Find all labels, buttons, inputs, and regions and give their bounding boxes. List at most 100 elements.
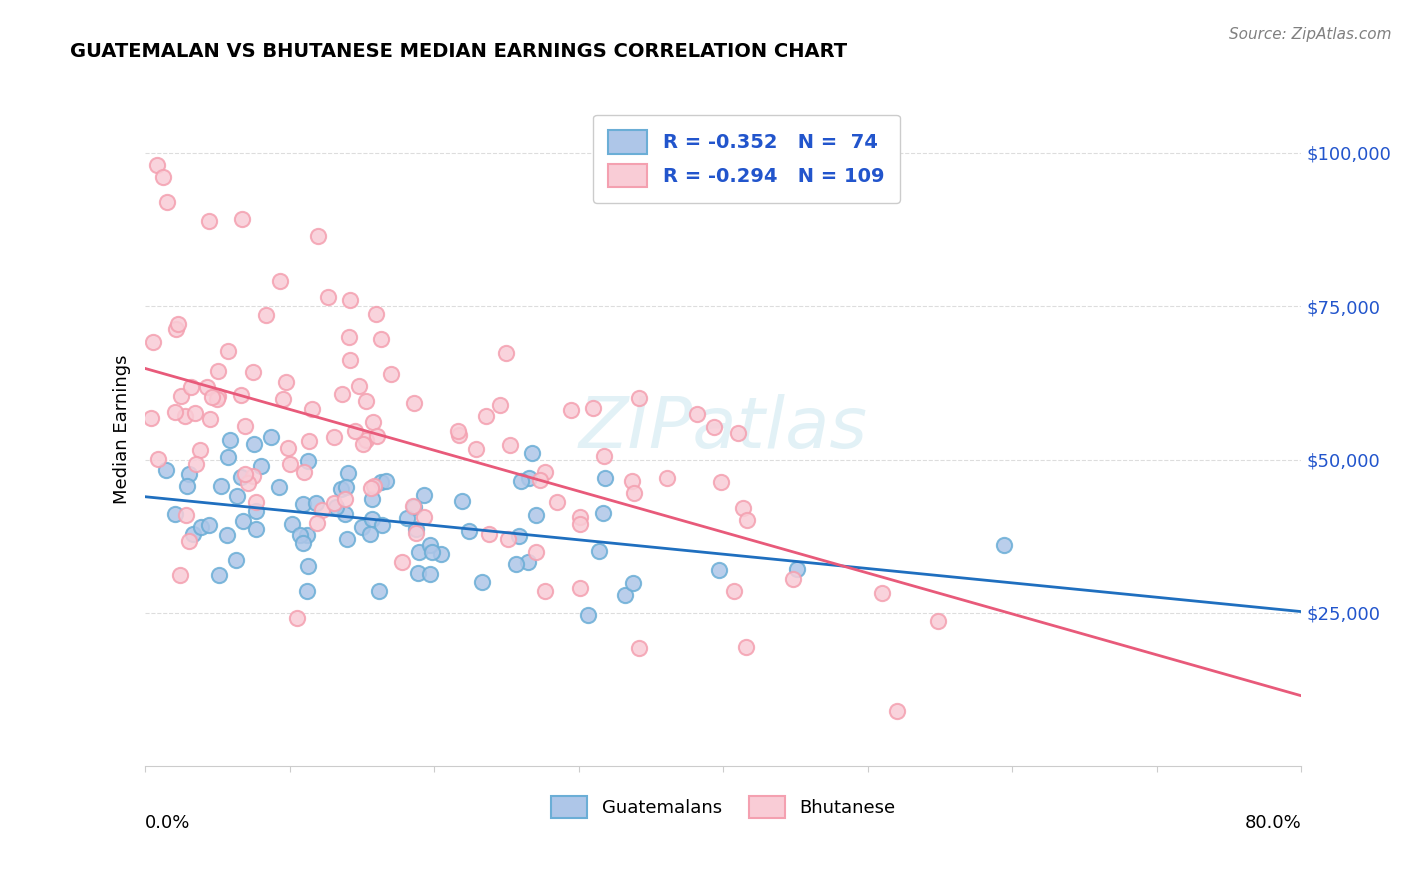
Guatemalans xyxy=(179,467,201,481)
Guatemalans xyxy=(288,528,311,542)
Bhutanese xyxy=(447,427,470,442)
Bhutanese xyxy=(198,412,221,426)
Guatemalans xyxy=(593,471,616,485)
Guatemalans xyxy=(419,538,441,552)
Guatemalans xyxy=(352,520,374,534)
Bhutanese xyxy=(152,170,174,185)
Text: GUATEMALAN VS BHUTANESE MEDIAN EARNINGS CORRELATION CHART: GUATEMALAN VS BHUTANESE MEDIAN EARNINGS … xyxy=(70,42,848,61)
Bhutanese xyxy=(254,308,277,322)
Guatemalans xyxy=(420,545,443,559)
Legend: Guatemalans, Bhutanese: Guatemalans, Bhutanese xyxy=(544,789,903,825)
Bhutanese xyxy=(727,426,749,441)
Bhutanese xyxy=(498,437,520,451)
Bhutanese xyxy=(886,704,908,718)
Bhutanese xyxy=(363,415,385,429)
Guatemalans xyxy=(786,562,808,576)
Guatemalans xyxy=(361,491,384,506)
Bhutanese xyxy=(233,419,256,434)
Bhutanese xyxy=(183,406,205,420)
Bhutanese xyxy=(200,390,222,404)
Guatemalans xyxy=(405,522,427,536)
Bhutanese xyxy=(337,330,360,344)
Bhutanese xyxy=(146,452,169,467)
Guatemalans xyxy=(333,507,356,521)
Bhutanese xyxy=(478,527,501,541)
Guatemalans xyxy=(451,494,474,508)
Guatemalans xyxy=(183,527,205,541)
Bhutanese xyxy=(447,424,470,438)
Guatemalans xyxy=(613,588,636,602)
Bhutanese xyxy=(245,495,267,509)
Guatemalans xyxy=(197,518,219,533)
Bhutanese xyxy=(402,396,425,410)
Guatemalans xyxy=(505,557,527,571)
Bhutanese xyxy=(236,476,259,491)
Bhutanese xyxy=(339,352,361,367)
Bhutanese xyxy=(412,509,434,524)
Guatemalans xyxy=(522,446,544,460)
Guatemalans xyxy=(336,532,359,546)
Guatemalans xyxy=(209,479,232,493)
Bhutanese xyxy=(465,442,488,456)
Guatemalans xyxy=(412,488,434,502)
Guatemalans xyxy=(267,480,290,494)
Bhutanese xyxy=(655,471,678,485)
Bhutanese xyxy=(163,405,186,419)
Guatemalans xyxy=(402,500,425,514)
Bhutanese xyxy=(733,501,755,516)
Guatemalans xyxy=(297,528,319,542)
Guatemalans xyxy=(292,536,315,550)
Bhutanese xyxy=(174,508,197,523)
Guatemalans xyxy=(292,497,315,511)
Guatemalans xyxy=(242,437,264,451)
Bhutanese xyxy=(146,158,169,172)
Bhutanese xyxy=(488,398,510,412)
Guatemalans xyxy=(517,471,540,485)
Text: Source: ZipAtlas.com: Source: ZipAtlas.com xyxy=(1229,27,1392,42)
Y-axis label: Median Earnings: Median Earnings xyxy=(114,354,131,504)
Guatemalans xyxy=(375,474,398,488)
Bhutanese xyxy=(195,380,218,394)
Bhutanese xyxy=(870,586,893,600)
Bhutanese xyxy=(205,392,228,406)
Guatemalans xyxy=(457,524,479,538)
Guatemalans xyxy=(621,576,644,591)
Bhutanese xyxy=(498,532,520,546)
Bhutanese xyxy=(274,375,297,389)
Guatemalans xyxy=(359,527,381,541)
Bhutanese xyxy=(177,533,200,548)
Guatemalans xyxy=(176,479,198,493)
Guatemalans xyxy=(335,480,357,494)
Guatemalans xyxy=(361,512,384,526)
Bhutanese xyxy=(165,322,187,336)
Bhutanese xyxy=(233,467,256,481)
Guatemalans xyxy=(297,558,319,573)
Guatemalans xyxy=(430,547,453,561)
Bhutanese xyxy=(277,441,299,455)
Bhutanese xyxy=(298,434,321,449)
Bhutanese xyxy=(294,465,316,479)
Guatemalans xyxy=(281,516,304,531)
Bhutanese xyxy=(339,293,361,307)
Guatemalans xyxy=(215,528,238,542)
Bhutanese xyxy=(323,496,346,510)
Bhutanese xyxy=(568,510,591,524)
Guatemalans xyxy=(260,430,283,444)
Bhutanese xyxy=(623,486,645,500)
Guatemalans xyxy=(576,607,599,622)
Bhutanese xyxy=(495,346,517,360)
Bhutanese xyxy=(316,290,339,304)
Bhutanese xyxy=(360,481,382,495)
Bhutanese xyxy=(352,437,374,451)
Guatemalans xyxy=(163,507,186,521)
Guatemalans xyxy=(190,520,212,534)
Bhutanese xyxy=(307,516,329,531)
Guatemalans xyxy=(993,538,1015,552)
Bhutanese xyxy=(278,457,301,471)
Bhutanese xyxy=(301,401,323,416)
Bhutanese xyxy=(620,474,643,488)
Text: 80.0%: 80.0% xyxy=(1244,814,1302,831)
Bhutanese xyxy=(380,368,402,382)
Bhutanese xyxy=(184,457,207,471)
Bhutanese xyxy=(307,229,329,244)
